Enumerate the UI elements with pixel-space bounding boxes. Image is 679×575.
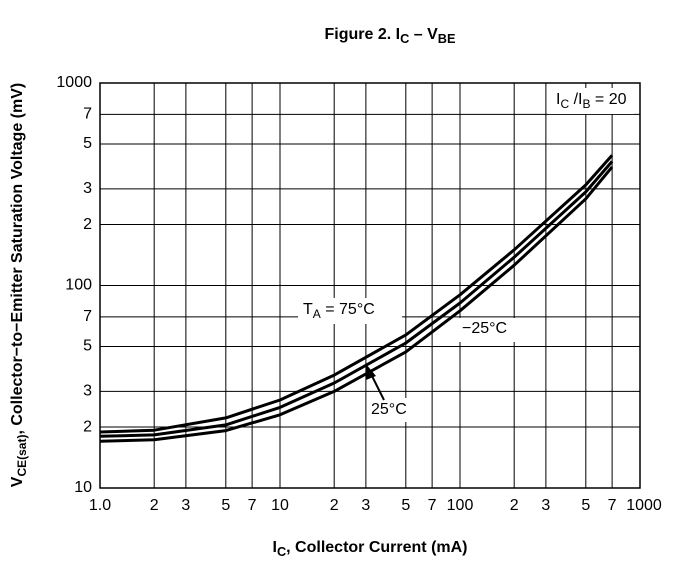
y-tick-label: 2 (83, 418, 92, 435)
x-tick-label: 3 (181, 497, 190, 514)
x-tick-label: 1.0 (89, 497, 111, 514)
y-tick-label: 10 (74, 479, 92, 496)
annotation-part: T (303, 301, 313, 318)
annotation-part: /I (569, 91, 582, 108)
chart-title-part: Figure 2. I (325, 26, 401, 43)
annotation-part: = 75°C (321, 301, 375, 318)
annotation: 25°C (371, 401, 407, 418)
y-axis-title-part: , Collector−to−Emitter Saturation Voltag… (9, 83, 26, 435)
y-tick-label: 7 (83, 308, 92, 325)
grid (99, 82, 641, 489)
annotation-part: −25°C (462, 320, 507, 337)
annotation-bg (298, 298, 402, 324)
plot-frame (99, 82, 641, 489)
y-tick-label: 7 (83, 106, 92, 123)
chart-title-part: BE (438, 31, 456, 46)
chart-title-part: – V (409, 26, 438, 43)
annotation-part: C (560, 97, 569, 111)
x-tick-label: 3 (541, 497, 550, 514)
y-tick-label: 2 (83, 216, 92, 233)
annotation-part: B (582, 97, 590, 111)
annotation-bg (458, 318, 522, 342)
x-tick-label: 1000 (626, 497, 662, 514)
annotation: IC /IB = 20 (556, 91, 627, 111)
x-axis-title-part: , Collector Current (mA) (286, 539, 467, 556)
annotation: TA = 75°C (303, 301, 375, 321)
x-tick-label: 2 (510, 497, 519, 514)
x-tick-label: 2 (150, 497, 159, 514)
x-tick-label: 2 (330, 497, 339, 514)
x-axis-title-part: C (277, 544, 286, 559)
annotation-part: 25°C (371, 401, 407, 418)
y-tick-label: 5 (83, 135, 92, 152)
x-tick-label: 100 (447, 497, 474, 514)
x-axis-title: IC, Collector Current (mA) (272, 539, 467, 559)
x-tick-label: 10 (271, 497, 289, 514)
y-tick-label: 5 (83, 338, 92, 355)
annotation-part: = 20 (590, 91, 626, 108)
y-axis-title: VCE(sat), Collector−to−Emitter Saturatio… (9, 83, 29, 487)
x-tick-label: 5 (401, 497, 410, 514)
annotation: −25°C (462, 320, 507, 337)
annotation-part: I (556, 91, 560, 108)
x-tick-label: 7 (428, 497, 437, 514)
labels: 1.0 2 3 5 7 10 2 3 5 7 100 2 3 5 7 1000 10 2 3 5 7 100 2 3 5 7 100… (9, 26, 662, 559)
chart-title-part: C (400, 31, 409, 46)
x-tick-label: 3 (361, 497, 370, 514)
chart-title: Figure 2. IC – VBE (325, 26, 456, 46)
y-axis-title-part: CE(sat) (15, 435, 29, 477)
annotation-part: A (313, 307, 321, 321)
annotation-bg (368, 398, 420, 422)
arrow-head (366, 364, 376, 380)
series-line (99, 154, 614, 434)
annotation-bg (548, 88, 634, 114)
y-tick-label: 3 (83, 180, 92, 197)
y-tick-label: 1000 (56, 74, 92, 91)
y-tick-label: 100 (65, 277, 92, 294)
y-axis-title-part: V (9, 476, 26, 487)
y-tick-label: 3 (83, 383, 92, 400)
x-axis-title-part: I (272, 539, 276, 556)
x-tick-label: 5 (221, 497, 230, 514)
x-tick-label: 7 (248, 497, 257, 514)
x-tick-label: 5 (581, 497, 590, 514)
x-tick-label: 7 (608, 497, 617, 514)
series-line (99, 160, 614, 438)
